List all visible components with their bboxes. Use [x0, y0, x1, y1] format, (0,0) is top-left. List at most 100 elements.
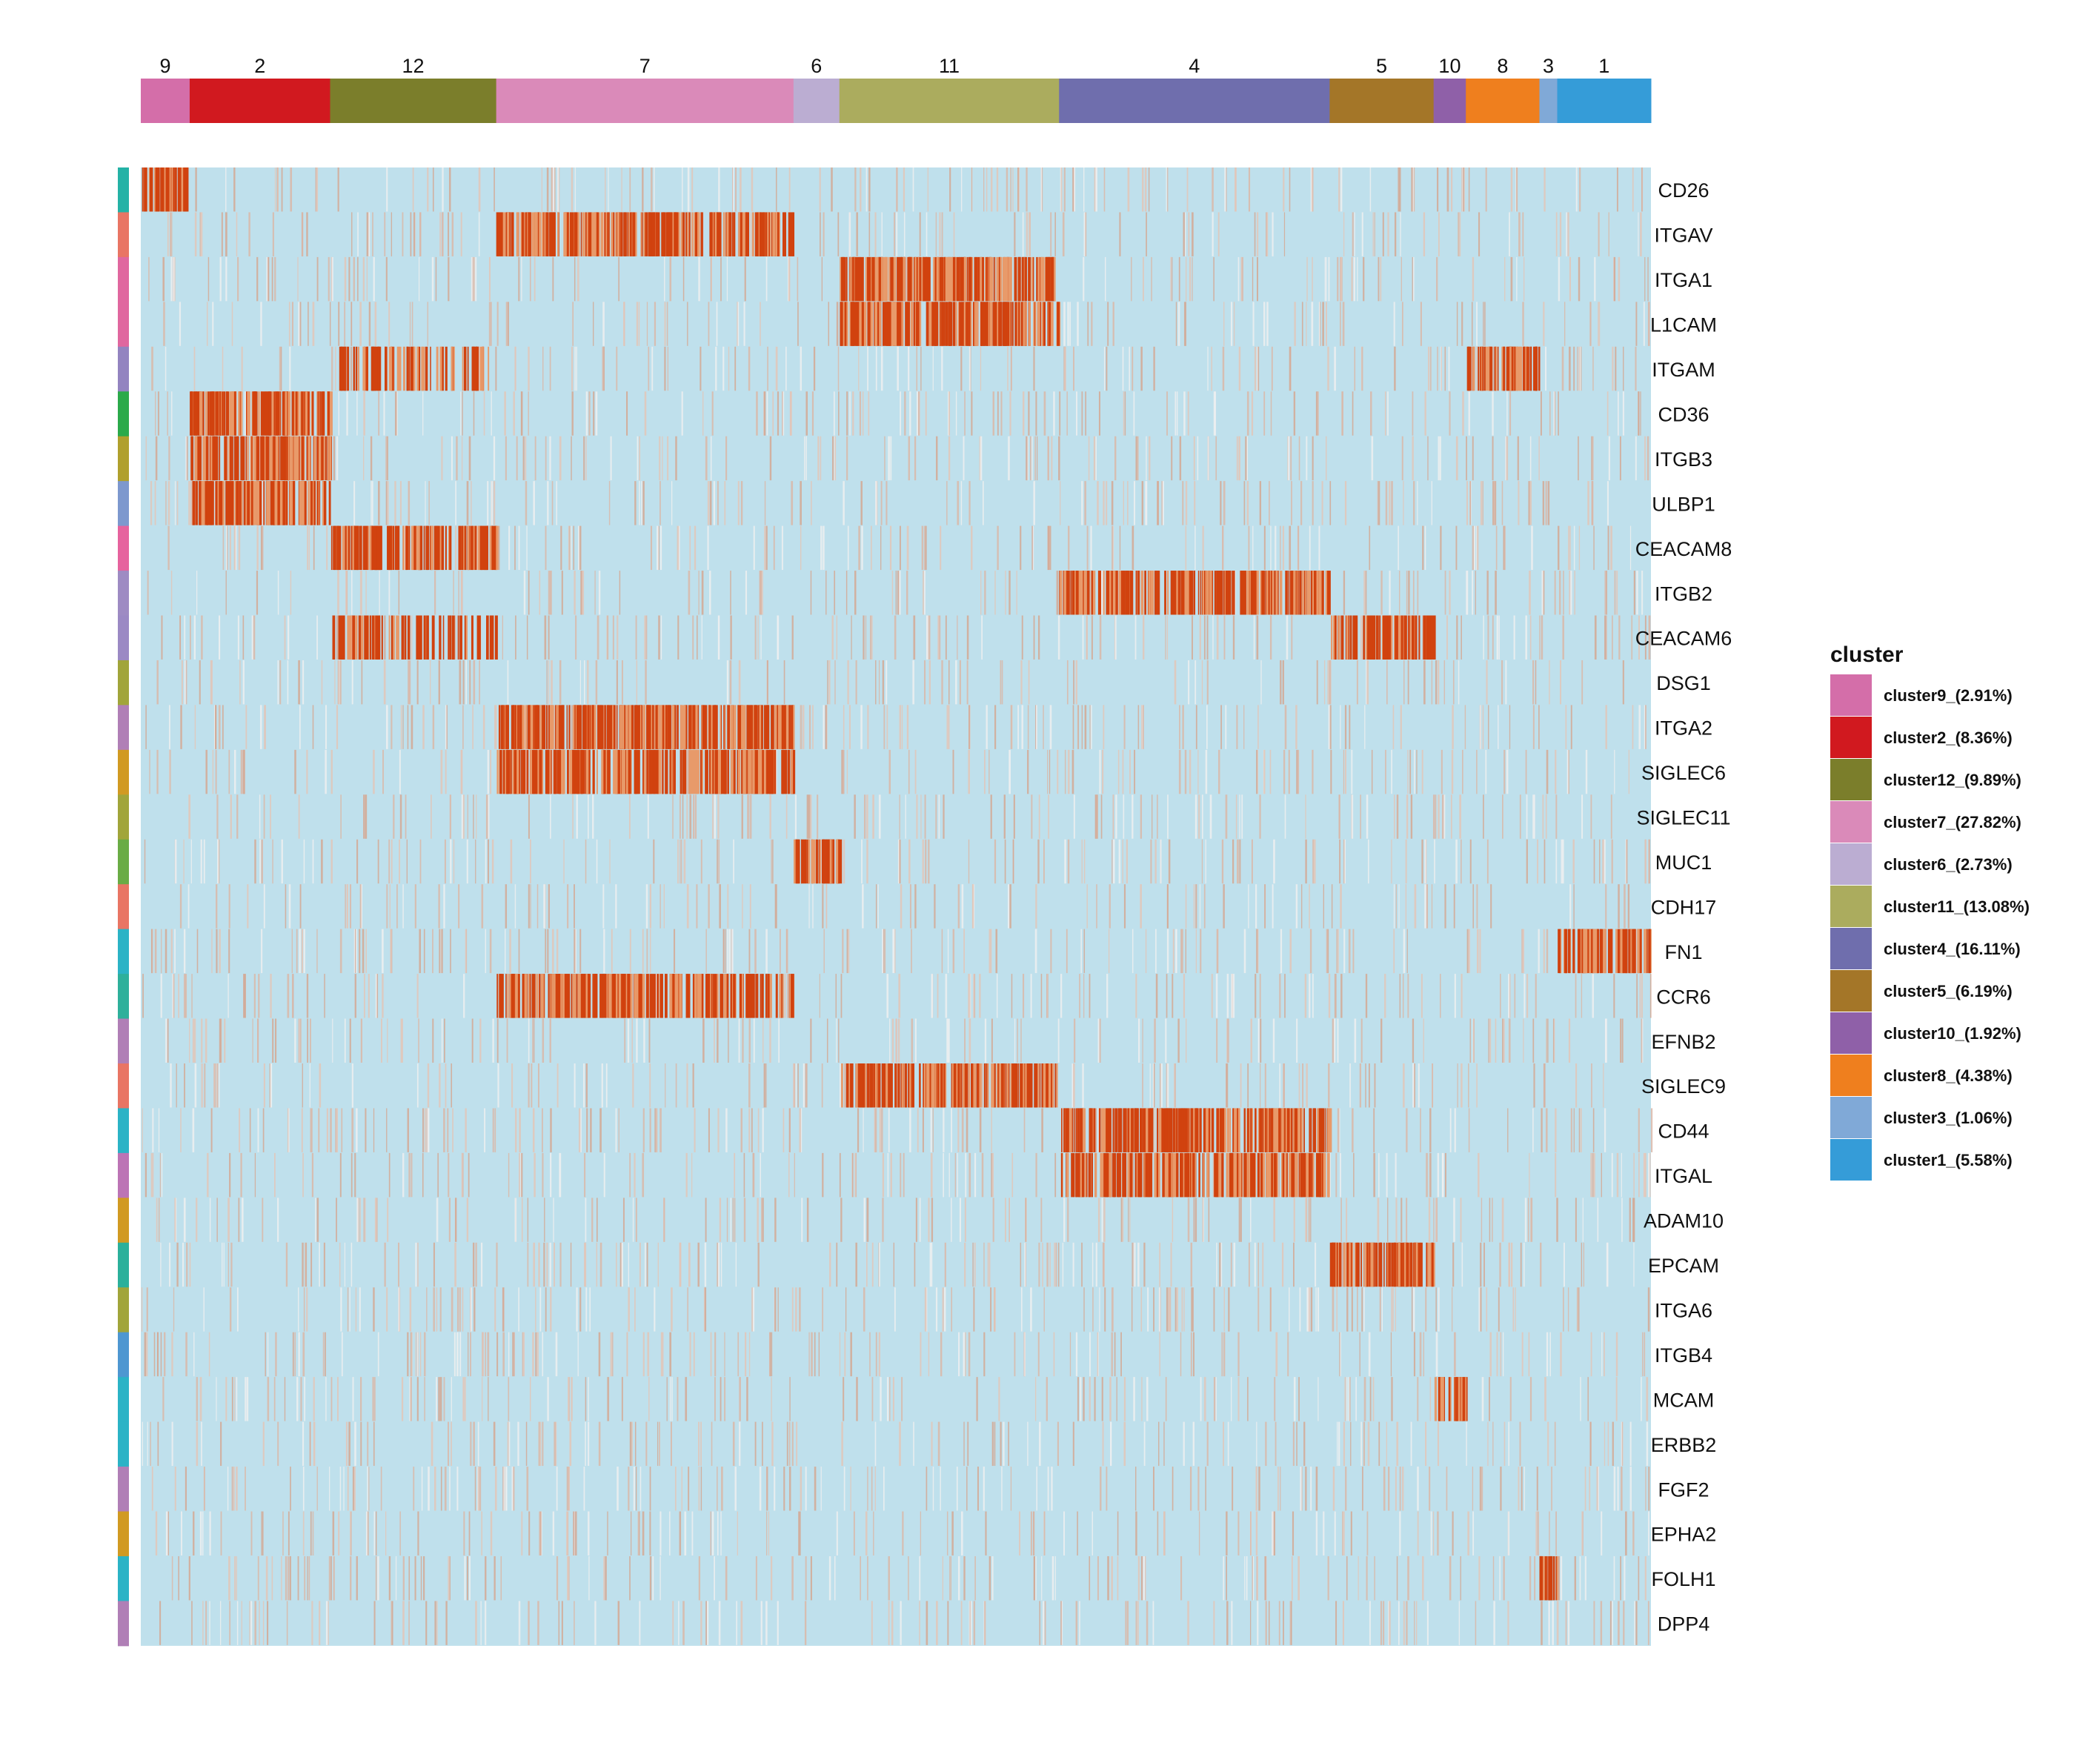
heat-cell	[1400, 256, 1402, 302]
heat-cell	[496, 302, 499, 346]
heat-cell	[971, 167, 973, 212]
heat-cell	[1241, 794, 1243, 839]
heat-cell	[941, 346, 943, 391]
heat-cell	[389, 884, 391, 929]
heat-cell	[955, 302, 957, 346]
heat-cell	[730, 615, 732, 660]
heat-cell	[597, 212, 599, 256]
heat-cell	[402, 705, 404, 749]
heat-cell	[234, 481, 236, 525]
heat-cell	[1252, 302, 1255, 346]
heat-cell	[649, 884, 652, 929]
heat-cell	[1441, 749, 1443, 794]
heat-cell	[365, 571, 367, 615]
heat-cell	[1573, 525, 1575, 571]
heat-cell	[986, 256, 988, 302]
heat-cell	[1127, 481, 1129, 525]
heat-cell	[956, 256, 958, 302]
heat-cell	[782, 749, 785, 794]
heat-cell	[502, 212, 505, 256]
heat-cell	[1401, 302, 1403, 346]
heat-cell	[921, 525, 924, 571]
heat-cell	[1605, 615, 1607, 660]
heat-cell	[523, 571, 526, 615]
heat-cell	[458, 571, 459, 615]
heat-cell	[490, 302, 492, 346]
heat-cell	[1177, 302, 1180, 346]
heat-cell	[1246, 481, 1249, 525]
heat-cell	[1450, 794, 1452, 839]
heat-cell	[1610, 794, 1612, 839]
heat-cell	[629, 167, 631, 212]
heat-cell	[309, 481, 311, 525]
heat-cell	[471, 346, 474, 391]
heat-cell	[1223, 884, 1225, 929]
heat-cell	[1170, 256, 1172, 302]
heat-cell	[779, 929, 781, 974]
heat-cell	[646, 749, 649, 794]
heat-cell	[168, 436, 170, 481]
heat-cell	[500, 212, 503, 256]
heat-cell	[643, 212, 645, 256]
heat-cell	[686, 749, 689, 794]
heat-cell	[182, 167, 183, 212]
heat-cell	[941, 302, 944, 346]
heat-cell	[378, 525, 381, 571]
heat-cell	[462, 794, 465, 839]
heat-cell	[521, 256, 522, 302]
heat-cell	[682, 705, 684, 749]
heat-cell	[738, 212, 740, 256]
heat-cell	[1172, 929, 1174, 974]
heat-cell	[1060, 167, 1063, 212]
heat-cell	[645, 884, 648, 929]
heat-cell	[774, 884, 777, 929]
heat-cell	[1047, 749, 1049, 794]
heat-cell	[1618, 615, 1621, 660]
heat-cell	[547, 929, 549, 974]
heat-cell	[1378, 481, 1380, 525]
heat-cell	[1086, 615, 1088, 660]
heat-cell	[634, 705, 637, 749]
heat-cell	[1032, 256, 1034, 302]
heat-cell	[897, 256, 900, 302]
heat-cell	[744, 256, 746, 302]
heat-cell	[1224, 167, 1226, 212]
heat-cell	[277, 167, 279, 212]
heat-cell	[1344, 481, 1347, 525]
heat-cell	[1532, 705, 1535, 749]
heat-cell	[548, 660, 550, 705]
heat-cell	[272, 839, 273, 884]
heat-cell	[1477, 929, 1479, 974]
heat-cell	[534, 212, 538, 256]
heat-cell	[310, 481, 313, 525]
heat-cell	[1116, 571, 1118, 615]
heat-cell	[1338, 929, 1339, 974]
heat-cell	[249, 481, 253, 525]
heat-cell	[247, 391, 250, 436]
heat-cell	[1102, 749, 1104, 794]
heat-cell	[1324, 256, 1326, 302]
heat-cell	[568, 705, 571, 749]
heat-cell	[924, 525, 926, 571]
row-color-FOLH1	[118, 1556, 129, 1601]
heat-cell	[1444, 346, 1446, 391]
heat-cell	[290, 571, 292, 615]
heat-cell	[201, 615, 203, 660]
heat-cell	[949, 302, 953, 346]
heat-cell	[1476, 884, 1478, 929]
heat-cell	[708, 705, 710, 749]
heat-cell	[1117, 749, 1120, 794]
heat-cell	[259, 391, 261, 436]
row-color-CEACAM8	[118, 525, 129, 571]
heat-cell	[1074, 167, 1076, 212]
heat-cell	[1185, 525, 1187, 571]
heat-cell	[245, 436, 247, 481]
heat-cell	[1083, 256, 1085, 302]
heat-cell	[533, 481, 535, 525]
heat-cell	[262, 436, 265, 481]
heat-cell	[737, 705, 741, 749]
heat-cell	[792, 212, 795, 256]
heat-cell	[1123, 705, 1126, 749]
heat-cell	[317, 436, 321, 481]
heat-cell	[743, 749, 746, 794]
